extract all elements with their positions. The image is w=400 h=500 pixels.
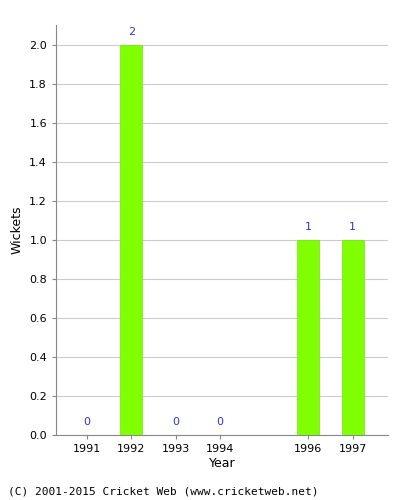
- Y-axis label: Wickets: Wickets: [11, 206, 24, 254]
- Text: 0: 0: [172, 417, 179, 427]
- Text: 2: 2: [128, 26, 135, 36]
- Text: 0: 0: [84, 417, 90, 427]
- Bar: [120, 44, 142, 435]
- Text: 0: 0: [216, 417, 223, 427]
- Text: 1: 1: [349, 222, 356, 232]
- Bar: [342, 240, 364, 435]
- Text: (C) 2001-2015 Cricket Web (www.cricketweb.net): (C) 2001-2015 Cricket Web (www.cricketwe…: [8, 487, 318, 497]
- X-axis label: Year: Year: [209, 457, 235, 470]
- Bar: [297, 240, 319, 435]
- Text: 1: 1: [305, 222, 312, 232]
